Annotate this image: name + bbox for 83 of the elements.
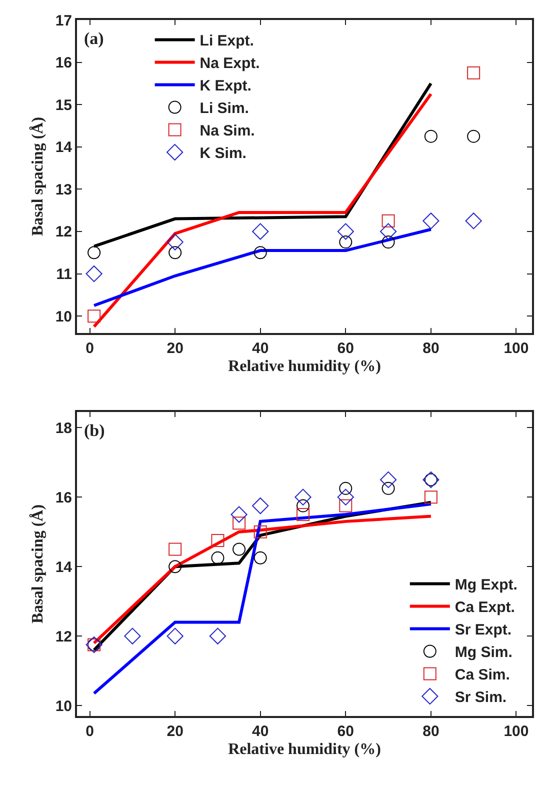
x-tick-label: 20 <box>166 340 184 357</box>
point <box>467 130 480 143</box>
point <box>254 525 267 538</box>
point <box>230 506 248 523</box>
legend-label: Na Expt. <box>200 55 260 72</box>
point <box>166 234 184 250</box>
point <box>294 488 312 506</box>
legend-label: Na Sim. <box>200 122 255 140</box>
point <box>232 542 246 556</box>
y-tick-label: 15 <box>55 96 72 114</box>
point <box>382 482 395 495</box>
y-tick-label: 13 <box>55 181 72 198</box>
annotation: (b) <box>84 421 105 440</box>
point <box>254 246 267 260</box>
point <box>252 223 269 240</box>
y-tick-label: 18 <box>55 420 72 437</box>
point <box>296 508 310 521</box>
point <box>254 551 267 564</box>
point <box>168 560 182 574</box>
y-tick-label: 11 <box>56 266 72 284</box>
legend-label: Ca Expt. <box>454 599 515 616</box>
y-tick-label: 17 <box>55 12 72 30</box>
x-tick-label: 0 <box>86 340 94 357</box>
y-axis-title: Basal spacing (Å) <box>28 504 47 624</box>
x-tick-label: 80 <box>422 723 440 740</box>
point <box>337 488 354 506</box>
legend-label: Ca Sim. <box>454 666 510 684</box>
x-tick-label: 80 <box>422 340 440 357</box>
line-series <box>92 92 432 328</box>
point <box>168 542 182 556</box>
legend-label: Mg Expt. <box>454 576 518 594</box>
legend-label: K Sim. <box>200 145 246 162</box>
legend-label: Sr Expt. <box>454 622 512 639</box>
point <box>382 236 395 249</box>
x-tick-label: 100 <box>504 340 529 357</box>
y-tick-label: 12 <box>55 628 72 646</box>
y-tick-label: 10 <box>55 308 72 326</box>
point <box>209 628 226 644</box>
point <box>424 490 438 504</box>
legend-label: Mg Sim. <box>454 644 512 662</box>
point <box>380 471 397 488</box>
point <box>232 516 246 530</box>
x-tick-label: 20 <box>166 723 184 740</box>
point <box>422 212 440 230</box>
point <box>339 482 352 495</box>
y-tick-label: 14 <box>55 558 73 576</box>
point <box>296 499 310 512</box>
legend-label: K Expt. <box>200 78 252 95</box>
y-tick-label: 14 <box>55 139 73 156</box>
point <box>166 628 184 644</box>
x-axis-title: Relative humidity (%) <box>228 358 381 376</box>
legend-label: Li Sim. <box>200 100 249 118</box>
point <box>339 236 352 249</box>
x-tick-label: 40 <box>252 340 269 357</box>
x-tick-label: 60 <box>337 340 354 357</box>
point <box>124 628 141 644</box>
x-axis-title: Relative humidity (%) <box>228 741 381 758</box>
y-tick-label: 10 <box>55 698 72 715</box>
legend-label: Sr Sim. <box>454 689 507 706</box>
point <box>252 498 269 514</box>
point <box>382 214 395 228</box>
point <box>88 246 101 260</box>
y-tick-label: 16 <box>55 489 72 506</box>
legend-label: Li Expt. <box>200 32 254 50</box>
x-tick-label: 60 <box>337 723 354 740</box>
point <box>337 223 354 240</box>
point <box>424 130 438 143</box>
x-tick-label: 0 <box>86 723 94 740</box>
point <box>88 310 101 323</box>
y-tick-label: 16 <box>55 54 72 72</box>
y-tick-label: 12 <box>55 224 72 241</box>
point <box>467 66 480 80</box>
point <box>465 212 482 230</box>
point <box>86 265 102 282</box>
point <box>168 246 182 260</box>
point <box>339 499 352 512</box>
x-tick-label: 100 <box>504 723 529 740</box>
point <box>211 551 224 564</box>
annotation: (a) <box>84 29 104 48</box>
y-axis-title: Basal spacing (Å) <box>28 116 47 236</box>
point <box>211 534 224 548</box>
point <box>380 223 397 240</box>
x-tick-label: 40 <box>252 723 269 740</box>
